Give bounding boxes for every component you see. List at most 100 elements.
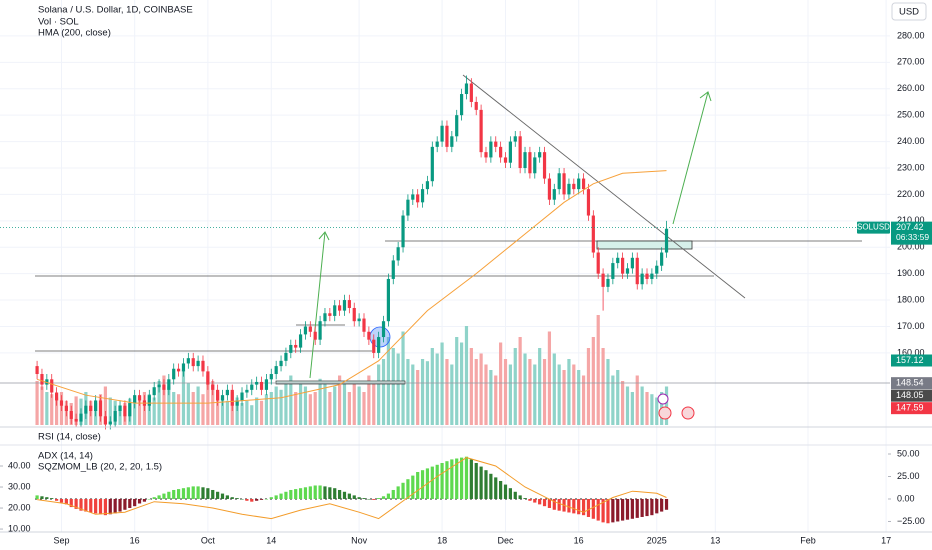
momentum-bar (386, 493, 390, 499)
candle-body (323, 313, 327, 322)
momentum-bar (367, 498, 371, 500)
momentum-bar (352, 495, 356, 499)
candle-body (313, 331, 317, 340)
momentum-bar (142, 498, 147, 502)
momentum-bar (133, 498, 137, 507)
momentum-bar (538, 498, 542, 505)
momentum-bar (479, 466, 483, 499)
candle-body (137, 395, 142, 401)
candle-body (474, 101, 478, 110)
volume-bar (430, 348, 434, 425)
momentum-bar (347, 493, 351, 499)
candle-body (650, 273, 654, 279)
price-tag (891, 354, 932, 367)
momentum-bar (503, 484, 508, 499)
momentum-bar (284, 491, 288, 499)
candle-body (552, 189, 556, 200)
event-flag[interactable] (681, 406, 695, 420)
candle-body (528, 152, 532, 174)
momentum-bar (581, 498, 586, 516)
momentum-bar (655, 498, 659, 514)
y-tick-label: 220.00 (897, 189, 925, 199)
candle-body (430, 146, 434, 182)
candle-body (74, 418, 78, 422)
volume-bar (650, 394, 654, 425)
y-tick-label: 250.00 (897, 110, 925, 120)
volume-bar (216, 392, 220, 425)
volume-bar (191, 392, 195, 425)
momentum-bar (40, 496, 44, 499)
volume-bar (621, 381, 625, 425)
candle-body (542, 152, 547, 179)
volume-bar (557, 364, 561, 425)
volume-bar (406, 359, 410, 425)
currency[interactable]: USD (899, 7, 919, 18)
x-tick-label: 16 (574, 535, 584, 545)
volume-bar (220, 397, 225, 425)
candle-body (616, 257, 620, 264)
candle-body (118, 405, 122, 412)
candle-body (181, 363, 186, 372)
momentum-bar (499, 480, 503, 499)
candle-body (113, 411, 117, 422)
candle-body (381, 321, 386, 338)
candle-body (630, 257, 634, 269)
volume-bar (372, 381, 376, 425)
candle-body (577, 178, 581, 190)
volume-bar (630, 392, 634, 425)
momentum-bar (616, 498, 620, 522)
candle-body (606, 278, 610, 287)
candle-body (264, 379, 269, 390)
momentum-bar (459, 457, 464, 499)
momentum-bar (450, 459, 454, 499)
candle-body (479, 109, 483, 153)
momentum-bar (294, 489, 298, 499)
event-flag[interactable] (658, 406, 672, 420)
candle-body (538, 152, 542, 158)
price-tag (891, 377, 932, 390)
candle-body (64, 405, 68, 412)
candle-body (196, 360, 200, 367)
volume-bar (508, 364, 512, 425)
x-tick-label: 17 (881, 535, 891, 545)
momentum-bar (230, 497, 234, 499)
volume-bar (308, 394, 312, 425)
symbol-tag (857, 221, 890, 234)
candle-body (191, 358, 195, 367)
volume-bar (616, 370, 620, 425)
candle-body (274, 366, 278, 375)
volume-bar (664, 386, 669, 425)
event-icon[interactable] (657, 393, 669, 405)
volume-bar (401, 331, 405, 425)
volume-bar (542, 359, 547, 425)
volume-bar (250, 405, 254, 425)
momentum-bar (381, 496, 386, 499)
countdown: 06:33:59 (896, 232, 929, 242)
price-tag-label: 147.59 (896, 403, 924, 413)
volume-bar (264, 394, 269, 425)
momentum-bar (89, 498, 93, 513)
momentum-bar (103, 498, 107, 516)
momentum-bar (513, 491, 517, 499)
volume-bar (186, 383, 190, 425)
candle-body (499, 146, 503, 158)
momentum-bar (372, 498, 376, 500)
momentum-bar (664, 498, 669, 510)
momentum-bar (45, 497, 49, 499)
volume-bar (318, 378, 322, 425)
y2-tick-label: 50.00 (897, 448, 920, 458)
volume-bar (225, 400, 229, 425)
candle-body (147, 395, 151, 406)
candle-body (386, 278, 390, 322)
candle-body (259, 381, 264, 390)
candle-body (450, 136, 454, 147)
currency-button[interactable] (891, 2, 927, 21)
momentum-bar (59, 498, 64, 503)
last-price: 207.42 (896, 222, 924, 232)
candle-body (176, 368, 181, 372)
candle-body (342, 300, 347, 311)
momentum-bar (533, 498, 537, 503)
candle-body (69, 411, 73, 419)
volume-bar (416, 370, 420, 425)
